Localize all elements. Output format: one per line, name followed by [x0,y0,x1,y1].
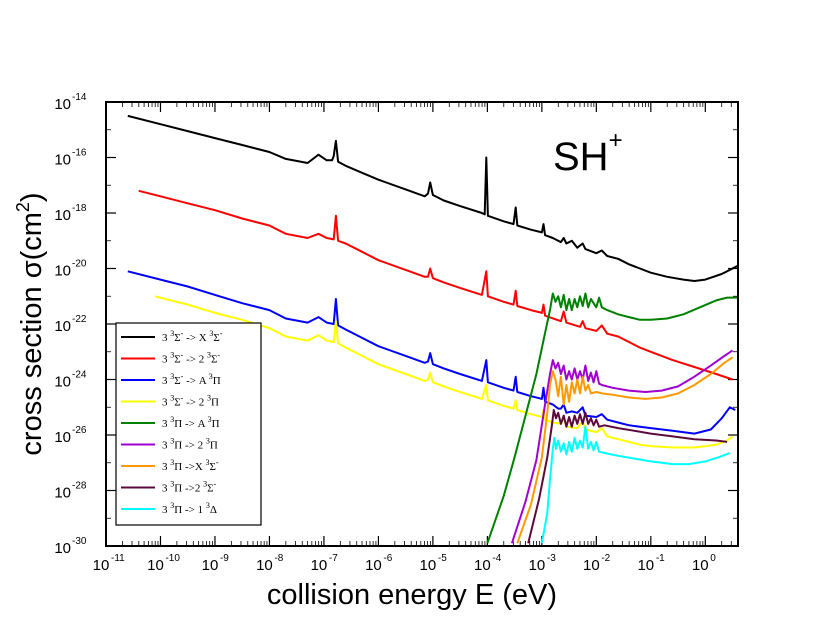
y-tick-label: 10 [54,207,71,224]
x-tick-exp: -7 [329,553,338,564]
y-axis-label: cross section σ(cm2) [13,192,48,455]
x-tick-label: 10 [583,557,600,574]
legend-label-7: 3 3Π ->X 3Σ- [162,458,219,473]
y-tick-exp: -26 [72,425,87,436]
x-tick-label: 10 [529,557,546,574]
series-layer [127,114,738,544]
series-line-5 [486,292,738,544]
x-tick-label: 10 [365,557,382,574]
y-tick-exp: -20 [72,259,87,270]
legend-label-8: 3 3Π ->2 3Σ- [162,480,216,495]
x-tick-exp: -9 [220,553,229,564]
series-line-4 [154,295,734,449]
legend-label-4: 3 3Σ- -> 2 3Π [162,394,219,409]
x-tick-label: 10 [202,557,219,574]
y-tick-label: 10 [54,263,71,280]
y-tick-label: 10 [54,374,71,391]
y-tick-label: 10 [54,96,71,113]
series-line-1 [127,114,738,282]
x-tick-exp: -4 [492,553,501,564]
y-axis-label-main: cross section σ(cm [16,212,48,456]
annotation-sup: + [609,127,623,154]
y-tick-exp: -24 [72,370,87,381]
x-tick-label: 10 [256,557,273,574]
y-tick-exp: -30 [72,536,87,547]
x-tick-label: 10 [692,557,709,574]
y-axis-label-end: ) [16,192,48,202]
y-tick-label: 10 [54,318,71,335]
y-tick-label: 10 [54,540,71,557]
x-tick-label: 10 [420,557,437,574]
x-tick-label: 10 [93,557,110,574]
x-tick-exp: -11 [111,553,125,564]
legend-label-6: 3 3Π -> 2 3Π [162,437,218,452]
y-tick-exp: -16 [72,148,87,159]
y-tick-exp: -28 [72,481,87,492]
x-tick-label: 10 [311,557,328,574]
y-tick-label: 10 [54,429,71,446]
y-tick-exp: -22 [72,314,87,325]
x-tick-exp: -6 [383,553,392,564]
y-tick-labels: 10-3010-2810-2610-2410-2210-2010-1810-16… [54,92,87,557]
legend: 3 3Σ- -> X 3Σ- 3 3Σ- -> 2 3Σ- 3 3Σ- -> A 3… [115,322,262,526]
legend-label-5: 3 3Π -> A 3Π [162,415,220,430]
x-tick-exp: -1 [656,553,665,564]
y-axis-label-sup: 2 [13,202,33,212]
y-tick-exp: -14 [72,92,87,103]
plot-frame [105,101,739,547]
series-line-8 [527,409,728,544]
x-tick-exp: -10 [165,553,180,564]
x-tick-exp: -2 [601,553,610,564]
x-tick-exp: -5 [438,553,447,564]
y-tick-exp: -18 [72,203,87,214]
x-tick-exp: -3 [547,553,556,564]
x-tick-label: 10 [474,557,491,574]
legend-label-9: 3 3Π -> 1 3Δ [162,501,217,516]
legend-label-1: 3 3Σ- -> X 3Σ- [162,329,223,344]
x-tick-label: 10 [147,557,164,574]
annotation-base: SH [553,135,609,179]
legend-label-3: 3 3Σ- -> A 3Π [162,372,221,387]
x-tick-exp: 0 [710,553,716,564]
y-tick-label: 10 [54,485,71,502]
series-line-7 [516,356,734,544]
molecule-annotation: SH+ [553,127,623,179]
x-axis-label: collision energy E (eV) [267,579,557,611]
x-tick-label: 10 [637,557,654,574]
x-tick-labels: 10 -11 10 -10 10 -9 10 -8 10 -7 10 -6 10 -5 10 -4 10 -3 10… [93,553,717,574]
series-line-2 [138,189,733,381]
series-line-3 [127,270,736,435]
series-line-9 [540,425,731,544]
legend-label-2: 3 3Σ- -> 2 3Σ- [162,351,220,366]
y-tick-label: 10 [54,152,71,169]
x-tick-exp: -8 [274,553,283,564]
